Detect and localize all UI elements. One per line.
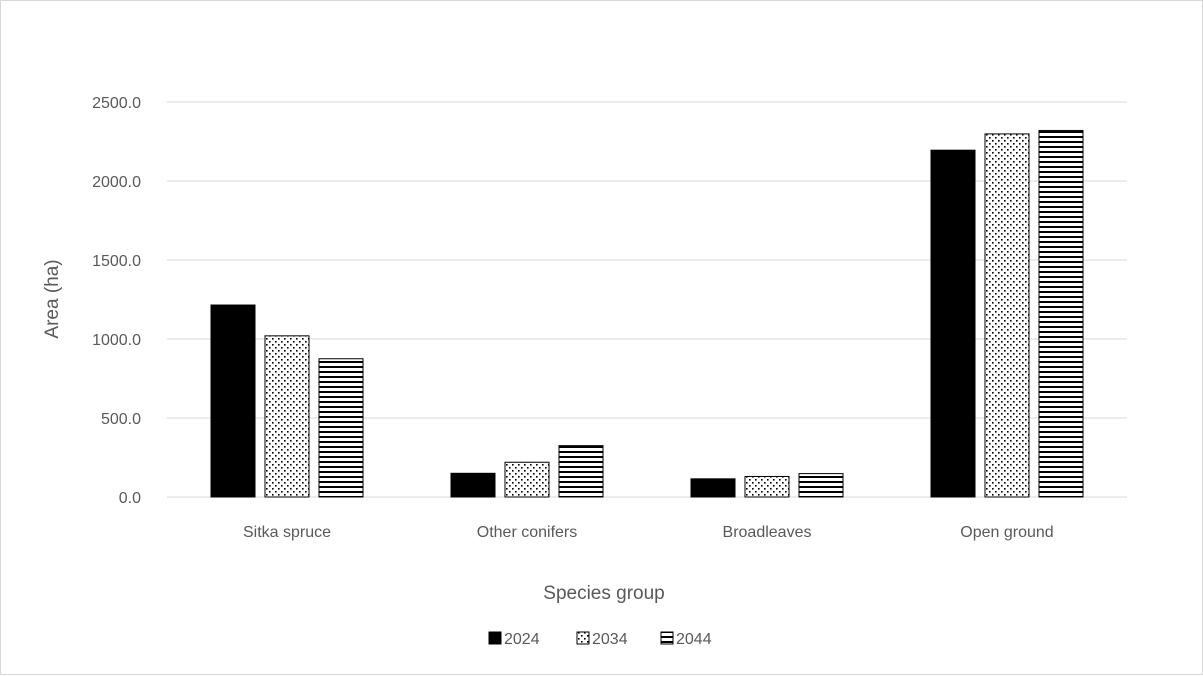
legend-swatch-2044: [660, 631, 674, 645]
bar-2024-open-ground: [930, 149, 976, 498]
y-tick-label: 2500.0: [92, 95, 141, 112]
tick-labels: 0.0 500.0 1000.0 1500.0 2000.0 2500.0 Sitka sp…: [92, 95, 1054, 541]
bars: [210, 129, 1084, 498]
bar-2034-other-conifers: [504, 461, 550, 498]
y-tick-label: 0.0: [119, 490, 141, 507]
legend-swatch-2034: [576, 631, 590, 645]
gridlines: [167, 101, 1127, 498]
y-tick-label: 2000.0: [92, 174, 141, 191]
y-tick-label: 1000.0: [92, 332, 141, 349]
bar-2024-other-conifers: [450, 472, 496, 498]
legend-label-2044: 2044: [676, 631, 712, 648]
bar-2034-open-ground: [984, 133, 1030, 498]
x-tick-label: Sitka spruce: [243, 524, 331, 541]
x-tick-label: Broadleaves: [723, 524, 812, 541]
bar-2044-other-conifers: [558, 445, 604, 498]
y-tick-label: 1500.0: [92, 253, 141, 270]
x-tick-label: Other conifers: [477, 524, 577, 541]
bar-2044-open-ground: [1038, 129, 1084, 498]
legend-swatch-2024: [488, 631, 502, 645]
bar-2024-broadleaves: [690, 478, 736, 498]
bar-2024-sitka-spruce: [210, 304, 256, 498]
bar-2044-broadleaves: [798, 473, 844, 498]
bar-2034-sitka-spruce: [264, 335, 310, 498]
legend: 2024 2034 2044: [488, 631, 712, 648]
y-tick-label: 500.0: [101, 411, 141, 428]
bar-2044-sitka-spruce: [318, 358, 364, 498]
x-axis-title: Species group: [543, 583, 664, 604]
x-tick-label: Open ground: [960, 524, 1053, 541]
legend-label-2034: 2034: [592, 631, 628, 648]
bar-2034-broadleaves: [744, 475, 790, 498]
legend-label-2024: 2024: [504, 631, 540, 648]
y-axis-title: Area (ha): [42, 259, 63, 338]
